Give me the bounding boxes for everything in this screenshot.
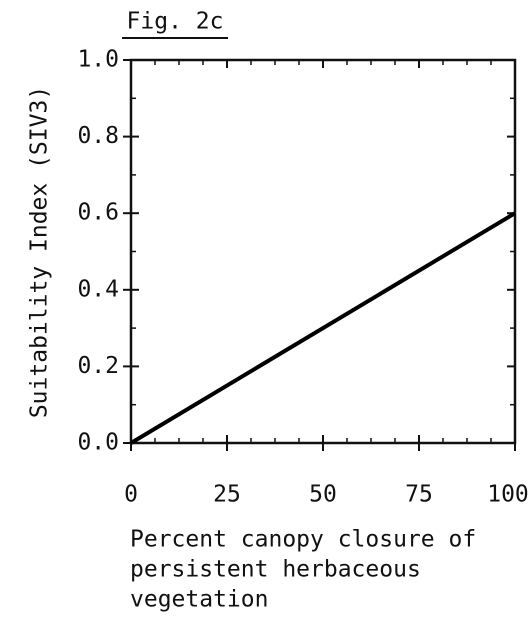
y-tick-label: 0.8 (77, 123, 119, 149)
x-axis-label: Percent canopy closure of (130, 527, 476, 553)
y-axis-label: Suitability Index (SIV3) (27, 86, 53, 418)
line (129, 211, 517, 445)
y-tick-label: 1.0 (77, 47, 119, 73)
chart-title: Fig. 2c (127, 9, 224, 35)
x-tick-label: 100 (487, 482, 528, 508)
y-tick-label: 0.2 (77, 353, 119, 379)
y-tick-label: 0.6 (77, 200, 119, 226)
x-tick-label: 75 (405, 482, 433, 508)
x-axis-label: vegetation (130, 587, 268, 613)
y-tick-label: 0.4 (77, 276, 119, 302)
x-axis-label: persistent herbaceous (130, 557, 421, 583)
y-tick-label: 0.0 (77, 430, 119, 456)
x-tick-label: 0 (124, 482, 138, 508)
x-tick-label: 25 (213, 482, 241, 508)
x-tick-label: 50 (309, 482, 337, 508)
plot-frame (129, 58, 517, 445)
